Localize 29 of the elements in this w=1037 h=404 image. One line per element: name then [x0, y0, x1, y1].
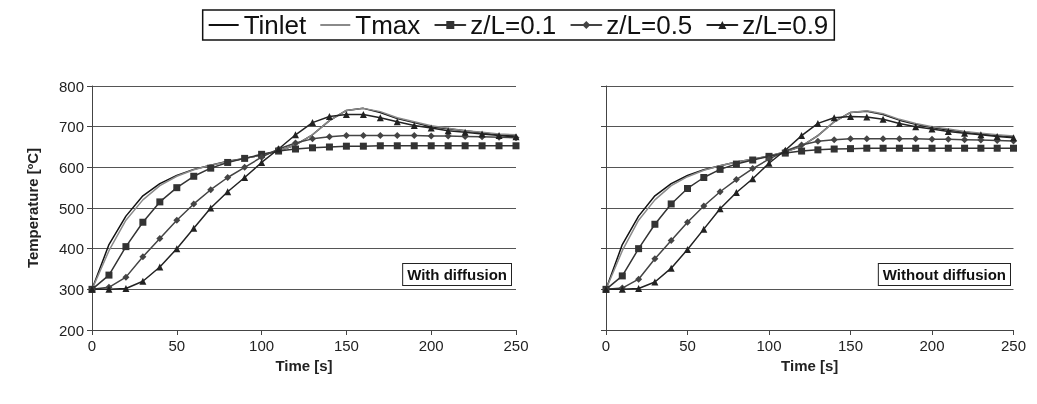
x-tick-label: 50	[168, 337, 186, 354]
annotation: With diffusion	[407, 266, 508, 283]
legend-label: z/L=0.1	[470, 10, 557, 40]
x-tick-label: 50	[679, 337, 696, 354]
legend-label: z/L=0.5	[606, 10, 693, 40]
x-tick-label: 100	[756, 337, 782, 354]
x-tick-label: 150	[837, 337, 864, 354]
legend-label: z/L=0.9	[742, 10, 829, 40]
y-tick-label: 500	[58, 199, 84, 217]
x-tick-label: 250	[1000, 337, 1026, 354]
y-axis-title: Temperature [ºC]	[24, 147, 41, 269]
x-axis-title: Time [s]	[781, 356, 839, 374]
x-tick-label: 200	[418, 337, 444, 354]
y-tick-label: 400	[58, 240, 84, 258]
legend-label: Tmax	[355, 10, 421, 40]
annotation: Without diffusion	[882, 266, 1007, 283]
legend-label: Tinlet	[243, 10, 308, 40]
x-axis-title: Time [s]	[275, 356, 333, 374]
y-tick-label: 600	[58, 158, 84, 176]
y-tick-label: 800	[58, 77, 84, 95]
x-tick-label: 200	[919, 337, 945, 354]
y-tick-label: 200	[58, 321, 84, 339]
x-tick-label: 100	[249, 337, 275, 354]
x-tick-label: 0	[601, 337, 611, 354]
y-tick-label: 700	[58, 118, 84, 136]
x-tick-label: 250	[503, 337, 529, 354]
y-tick-label: 300	[58, 280, 84, 298]
x-tick-label: 150	[333, 337, 359, 354]
x-tick-label: 0	[87, 337, 97, 354]
